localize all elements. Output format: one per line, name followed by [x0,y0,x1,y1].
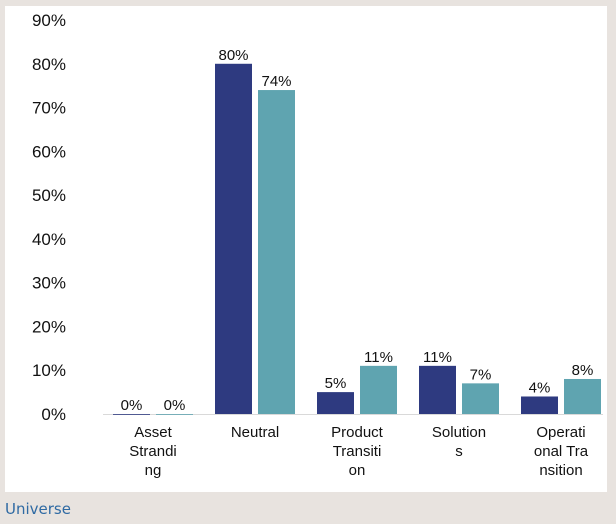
x-tick-label: ng [145,462,162,479]
y-tick-label: 40% [32,230,66,249]
x-tick-label: nsition [539,462,582,479]
bar [360,365,397,414]
y-tick-label: 30% [32,274,66,293]
x-tick-label: on [349,462,366,479]
x-tick-label: Strandi [129,443,177,460]
y-tick-label: 0% [41,405,66,424]
x-tick-label: Solution [432,424,486,441]
bar [564,378,601,414]
x-tick-label: Operati [536,424,585,441]
data-label: 80% [218,47,248,64]
data-label: 7% [470,366,492,383]
y-tick-label: 70% [32,99,66,118]
y-tick-label: 90% [32,11,66,30]
bar-chart: 0% 10% 20% 30% 40% 50% 60% 70% 80% 90% 0% 0% Asset St… [32,11,603,479]
bar [419,365,456,414]
y-tick-label: 20% [32,317,66,336]
y-tick-label: 60% [32,142,66,161]
bar [317,392,354,414]
y-tick-label: 50% [32,186,66,205]
data-label: 11% [364,349,393,366]
chart-panel: 0% 10% 20% 30% 40% 50% 60% 70% 80% 90% 0% 0% Asset St… [5,6,607,492]
universe-link[interactable]: Universe [5,500,71,518]
data-label: 0% [121,397,143,414]
x-tick-label: onal Tra [534,443,589,460]
y-tick-label: 10% [32,361,66,380]
bar [521,396,558,414]
x-tick-label: s [455,443,463,460]
x-tick-label: Asset [134,424,172,441]
y-tick-label: 80% [32,55,66,74]
data-label: 8% [572,362,594,379]
bar [462,383,499,414]
bar [156,414,193,415]
x-tick-label: Product [331,424,384,441]
data-label: 11% [423,349,452,366]
bar [258,90,295,415]
data-label: 0% [164,397,186,414]
data-label: 74% [261,73,291,90]
bar [113,414,150,415]
x-tick-label: Neutral [231,424,279,441]
data-label: 5% [325,375,347,392]
x-tick-label: Transiti [333,443,382,460]
data-label: 4% [529,379,551,396]
bar [215,63,252,415]
